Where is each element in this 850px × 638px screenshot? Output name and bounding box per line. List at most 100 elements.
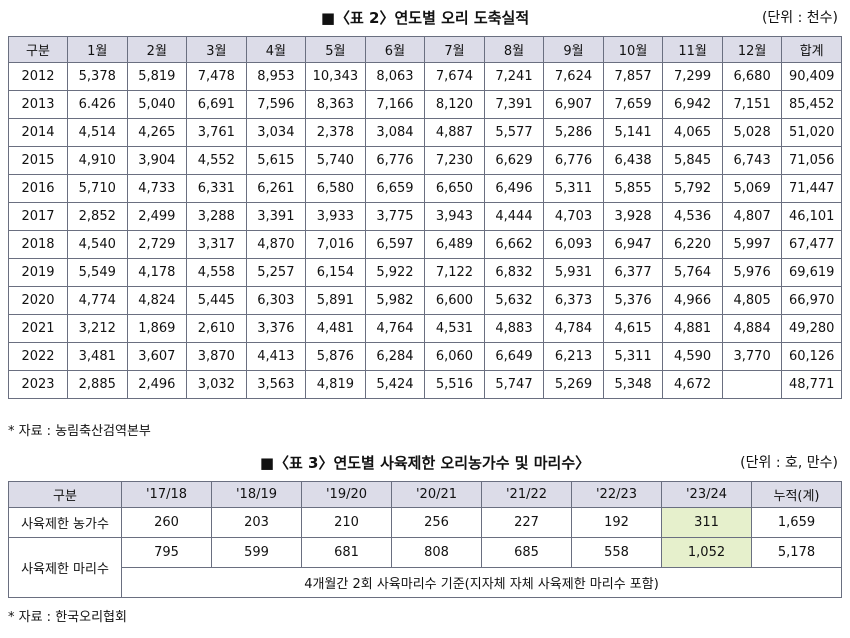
year-cell: 2012 bbox=[8, 62, 68, 91]
value-cell: 8,063 bbox=[364, 62, 426, 91]
value-cell: 4,870 bbox=[245, 230, 307, 259]
year-cell: 2015 bbox=[8, 146, 68, 175]
table2-unit: (단위 : 호, 만수) bbox=[740, 455, 838, 471]
value-cell: 5,069 bbox=[721, 174, 783, 203]
table1-row: 2021 3,212 1,869 2,610 3,376 4,481 4,764 4,531 4… bbox=[8, 314, 842, 343]
value-cell: 7,299 bbox=[662, 62, 723, 91]
value-cell: 6,220 bbox=[662, 230, 723, 259]
value-cell: 7,596 bbox=[245, 90, 307, 119]
value-cell: 8,363 bbox=[305, 90, 366, 119]
table1-header-cell: 4월 bbox=[245, 36, 307, 63]
value-cell: 5,257 bbox=[245, 258, 307, 287]
value-cell: 4,910 bbox=[67, 146, 128, 175]
value-cell: 227 bbox=[481, 507, 572, 538]
value-cell: 3,904 bbox=[126, 146, 188, 175]
value-cell: 4,514 bbox=[67, 118, 128, 147]
table2-row-heads: 사육제한 마리수 795 599 681 808 685 558 1,052 5,178 bbox=[8, 537, 842, 598]
value-cell: 6,907 bbox=[543, 90, 604, 119]
value-cell: 4,558 bbox=[186, 258, 247, 287]
value-cell: 5,378 bbox=[67, 62, 128, 91]
value-cell: 2,496 bbox=[126, 370, 188, 399]
value-cell: 6,649 bbox=[483, 342, 545, 371]
value-cell: 311 bbox=[661, 507, 752, 538]
table1-row: 2017 2,852 2,499 3,288 3,391 3,933 3,775 3,943 4… bbox=[8, 202, 842, 231]
value-cell: 3,761 bbox=[186, 118, 247, 147]
value-cell: 5,891 bbox=[305, 286, 366, 315]
value-cell: 6,942 bbox=[662, 90, 723, 119]
value-cell: 2,499 bbox=[126, 202, 188, 231]
table2-header-cell: '18/19 bbox=[211, 481, 302, 508]
value-cell bbox=[721, 370, 783, 399]
table2-header-cell: 구분 bbox=[8, 481, 122, 508]
table1-row: 2023 2,885 2,496 3,032 3,563 4,819 5,424 5,516 5… bbox=[8, 370, 842, 399]
value-cell: 5,764 bbox=[662, 258, 723, 287]
year-cell: 2022 bbox=[8, 342, 68, 371]
value-cell: 4,966 bbox=[662, 286, 723, 315]
value-cell: 6,629 bbox=[483, 146, 545, 175]
value-cell: 10,343 bbox=[305, 62, 366, 91]
value-cell: 5,549 bbox=[67, 258, 128, 287]
value-cell: 6,662 bbox=[483, 230, 545, 259]
value-cell: 3,034 bbox=[245, 118, 307, 147]
year-cell: 2019 bbox=[8, 258, 68, 287]
table1-unit: (단위 : 천수) bbox=[761, 10, 838, 26]
table2-header-cell: '21/22 bbox=[481, 481, 572, 508]
value-cell: 3,212 bbox=[67, 314, 128, 343]
value-cell: 5,445 bbox=[186, 286, 247, 315]
value-cell: 6,093 bbox=[543, 230, 604, 259]
value-cell: 6,496 bbox=[483, 174, 545, 203]
value-cell: 4,444 bbox=[483, 202, 545, 231]
value-cell: 4,887 bbox=[424, 118, 485, 147]
table2-note: 4개월간 2회 사육마리수 기준(지자체 자체 사육제한 마리수 포함) bbox=[121, 567, 842, 598]
value-cell: 4,531 bbox=[424, 314, 485, 343]
value-cell: 7,230 bbox=[424, 146, 485, 175]
value-cell: 3,770 bbox=[721, 342, 783, 371]
value-cell: 5,855 bbox=[602, 174, 664, 203]
value-cell: 5,141 bbox=[602, 118, 664, 147]
year-cell: 2017 bbox=[8, 202, 68, 231]
value-cell: 4,615 bbox=[602, 314, 664, 343]
table2-header-row: 구분 '17/18'18/19'19/20'20/21'21/22'22/23'2… bbox=[8, 481, 842, 508]
value-cell: 5,747 bbox=[483, 370, 545, 399]
value-cell: 3,775 bbox=[364, 202, 426, 231]
value-cell: 7,241 bbox=[483, 62, 545, 91]
value-cell: 5,040 bbox=[126, 90, 188, 119]
value-cell: 5,269 bbox=[543, 370, 604, 399]
value-cell: 8,120 bbox=[424, 90, 485, 119]
table1-row: 2018 4,540 2,729 3,317 4,870 7,016 6,597 6,489 6… bbox=[8, 230, 842, 259]
value-cell: 4,819 bbox=[305, 370, 366, 399]
table1-row: 2016 5,710 4,733 6,331 6,261 6,580 6,659 6,650 6… bbox=[8, 174, 842, 203]
table1-header-cell: 1월 bbox=[67, 36, 128, 63]
table2-row-farms: 사육제한 농가수 260 203 210 256 227 192 311 1,659 bbox=[8, 507, 842, 538]
value-cell: 5,982 bbox=[364, 286, 426, 315]
table2-header-cell: '17/18 bbox=[121, 481, 212, 508]
table1-header-cell: 9월 bbox=[543, 36, 604, 63]
value-cell: 5,376 bbox=[602, 286, 664, 315]
value-cell: 7,674 bbox=[424, 62, 485, 91]
value-cell: 2,852 bbox=[67, 202, 128, 231]
value-cell: 5,178 bbox=[751, 537, 842, 568]
value-cell: 2,885 bbox=[67, 370, 128, 399]
value-cell: 2,729 bbox=[126, 230, 188, 259]
year-cell: 2013 bbox=[8, 90, 68, 119]
value-cell: 6,213 bbox=[543, 342, 604, 371]
value-cell: 5,632 bbox=[483, 286, 545, 315]
value-cell: 5,792 bbox=[662, 174, 723, 203]
table1-row: 2022 3,481 3,607 3,870 4,413 5,876 6,284 6,060 6… bbox=[8, 342, 842, 371]
value-cell: 3,607 bbox=[126, 342, 188, 371]
value-cell: 3,481 bbox=[67, 342, 128, 371]
value-cell: 4,784 bbox=[543, 314, 604, 343]
value-cell: 4,774 bbox=[67, 286, 128, 315]
value-cell: 7,166 bbox=[364, 90, 426, 119]
value-cell: 4,065 bbox=[662, 118, 723, 147]
value-cell: 5,286 bbox=[543, 118, 604, 147]
value-cell: 5,577 bbox=[483, 118, 545, 147]
value-cell: 3,933 bbox=[305, 202, 366, 231]
table2-header-cell: '19/20 bbox=[301, 481, 392, 508]
value-cell: 6.426 bbox=[67, 90, 128, 119]
value-cell: 71,056 bbox=[781, 146, 842, 175]
value-cell: 8,953 bbox=[245, 62, 307, 91]
value-cell: 4,590 bbox=[662, 342, 723, 371]
value-cell: 7,391 bbox=[483, 90, 545, 119]
value-cell: 6,776 bbox=[543, 146, 604, 175]
